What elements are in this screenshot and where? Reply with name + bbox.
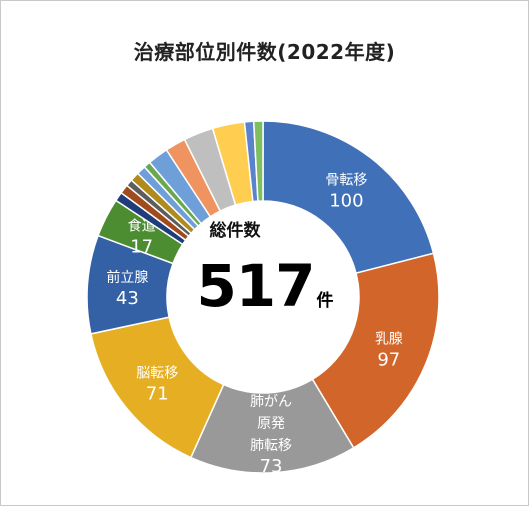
slice-name: 肺がん xyxy=(250,394,292,410)
donut-slice-1 xyxy=(311,252,440,449)
slice-value: 43 xyxy=(116,288,139,309)
slice-label-0: 骨転移 100 xyxy=(325,173,367,212)
slice-label-1: 乳腺 97 xyxy=(375,332,403,371)
donut-slice-17 xyxy=(252,120,264,202)
center-total: 517 件 xyxy=(185,252,345,320)
slice-label-2: 肺がん原発肺転移 73 xyxy=(250,394,292,477)
slice-name: 前立腺 xyxy=(106,269,148,286)
slice-name: 骨転移 xyxy=(325,173,367,189)
slice-value: 97 xyxy=(377,350,400,371)
slice-label-3: 脳転移 71 xyxy=(136,365,178,404)
slice-value: 71 xyxy=(146,383,169,404)
slice-value: 17 xyxy=(130,237,153,258)
slice-name: 原発 xyxy=(257,416,285,432)
total-count: 517 xyxy=(196,252,315,320)
slice-label-5: 食道 17 xyxy=(128,218,156,258)
slice-name: 脳転移 xyxy=(136,365,178,381)
slice-name: 肺転移 xyxy=(250,438,292,454)
donut-slice-0 xyxy=(262,120,435,275)
slice-label-4: 前立腺 43 xyxy=(106,269,148,309)
slice-value: 73 xyxy=(260,456,283,477)
center-label: 総件数 xyxy=(209,221,261,241)
slice-value: 100 xyxy=(329,191,363,212)
chart-title: 治療部位別件数(2022年度) xyxy=(133,40,396,64)
slice-name: 乳腺 xyxy=(375,332,403,348)
total-unit: 件 xyxy=(316,291,334,311)
